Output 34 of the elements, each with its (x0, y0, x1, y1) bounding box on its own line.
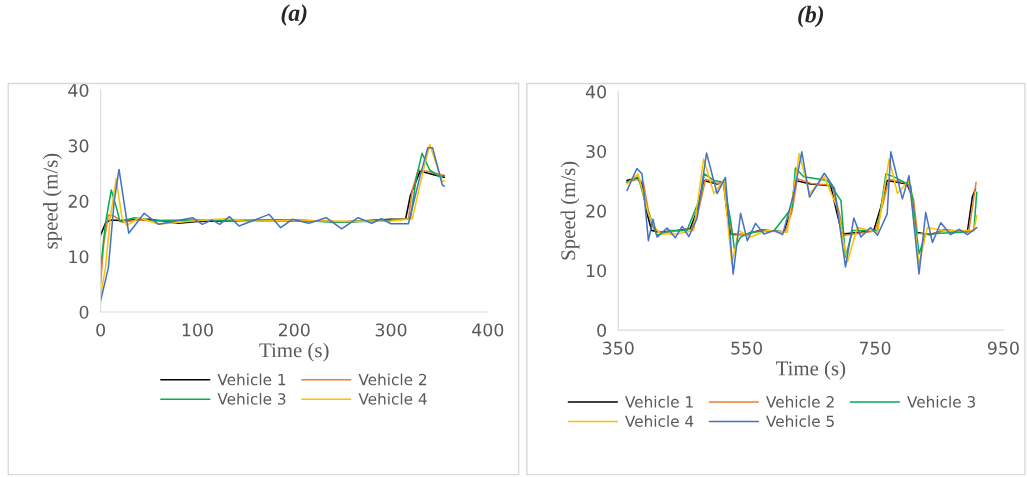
legend-label: Vehicle 2 (766, 395, 834, 408)
legend-label: Vehicle 5 (766, 415, 834, 428)
x-axis-title: Time (s) (775, 360, 846, 380)
x-tick-label: 350 (603, 341, 634, 355)
y-tick-label: 30 (586, 144, 606, 159)
legend-label: Vehicle 4 (358, 392, 427, 405)
y-tick-label: 40 (585, 85, 606, 99)
y-tick-label: 10 (69, 250, 89, 264)
legend-label: Vehicle 3 (907, 395, 975, 408)
y-axis-title: Speed (m/s) (560, 161, 580, 260)
chart-title: (b) (798, 5, 824, 28)
legend-label: Vehicle 1 (217, 373, 286, 386)
y-tick-label: 0 (79, 305, 89, 319)
legend-label: Vehicle 2 (358, 373, 427, 386)
x-tick-label: 0 (96, 323, 106, 337)
y-axis-title: speed (m/s) (42, 153, 62, 249)
line-series (626, 167, 978, 259)
y-tick-label: 40 (68, 83, 89, 97)
x-tick-label: 400 (472, 323, 504, 337)
x-tick-label: 950 (987, 341, 1019, 355)
x-tick-label: 200 (278, 323, 310, 337)
x-axis-title: Time (s) (259, 342, 329, 362)
y-tick-label: 10 (586, 264, 606, 278)
legend-label: Vehicle 3 (217, 392, 286, 405)
chart-title: (a) (281, 4, 307, 26)
legend-label: Vehicle 1 (625, 395, 693, 408)
x-tick-label: 100 (182, 323, 213, 337)
x-tick-label: 550 (731, 341, 763, 355)
y-tick-label: 30 (68, 139, 89, 153)
y-tick-label: 20 (68, 194, 89, 208)
legend-label: Vehicle 4 (625, 415, 694, 428)
x-tick-label: 300 (375, 323, 407, 337)
x-tick-label: 750 (859, 341, 891, 355)
y-tick-label: 20 (586, 204, 606, 218)
